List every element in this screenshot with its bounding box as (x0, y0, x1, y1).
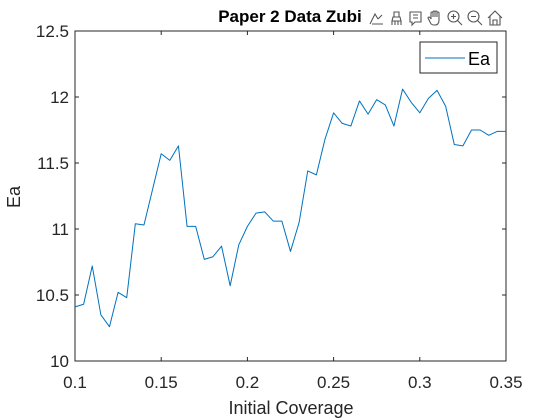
x-tick-label: 0.25 (317, 373, 350, 392)
tick-marks (74, 30, 507, 362)
x-tick-label: 0.15 (145, 373, 178, 392)
series-group (74, 88, 506, 328)
export-icon[interactable] (369, 12, 383, 25)
x-tick-label: 0.3 (408, 373, 432, 392)
y-tick-labels: 10 10.5 11 11.5 12 12.5 (36, 22, 69, 371)
y-tick-label: 11.5 (37, 154, 69, 173)
datatip-icon[interactable] (409, 11, 422, 27)
y-axis-label: Ea (4, 185, 24, 208)
zoom-out-icon[interactable] (467, 10, 483, 26)
zoom-in-icon[interactable] (447, 10, 463, 26)
axes-toolbar (369, 10, 503, 27)
pan-icon[interactable] (427, 10, 440, 26)
home-icon[interactable] (487, 10, 503, 26)
y-tick-label: 11 (51, 220, 69, 239)
y-tick-label: 10.5 (36, 286, 69, 305)
axes-box (74, 30, 507, 362)
legend[interactable]: Ea (419, 41, 498, 74)
x-tick-labels: 0.1 0.15 0.2 0.25 0.3 0.35 (63, 373, 522, 392)
legend-label-ea: Ea (468, 49, 491, 69)
y-tick-label: 12.5 (36, 22, 69, 41)
x-tick-label: 0.2 (236, 373, 260, 392)
y-tick-label: 10 (50, 352, 69, 371)
x-tick-label: 0.35 (489, 373, 522, 392)
brush-icon[interactable] (391, 11, 402, 25)
series-line-ea (74, 88, 506, 328)
x-axis-label: Initial Coverage (228, 398, 353, 418)
x-tick-label: 0.1 (63, 373, 87, 392)
chart-title: Paper 2 Data Zubi (218, 7, 362, 26)
y-tick-label: 12 (50, 88, 69, 107)
